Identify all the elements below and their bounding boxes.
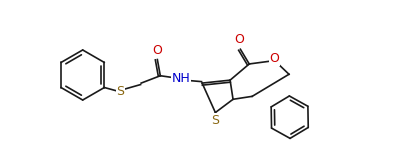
Text: S: S	[117, 85, 125, 98]
Text: O: O	[269, 52, 279, 65]
Text: O: O	[152, 44, 162, 57]
Text: NH: NH	[172, 72, 190, 85]
Text: S: S	[211, 114, 219, 127]
Text: O: O	[234, 33, 244, 46]
